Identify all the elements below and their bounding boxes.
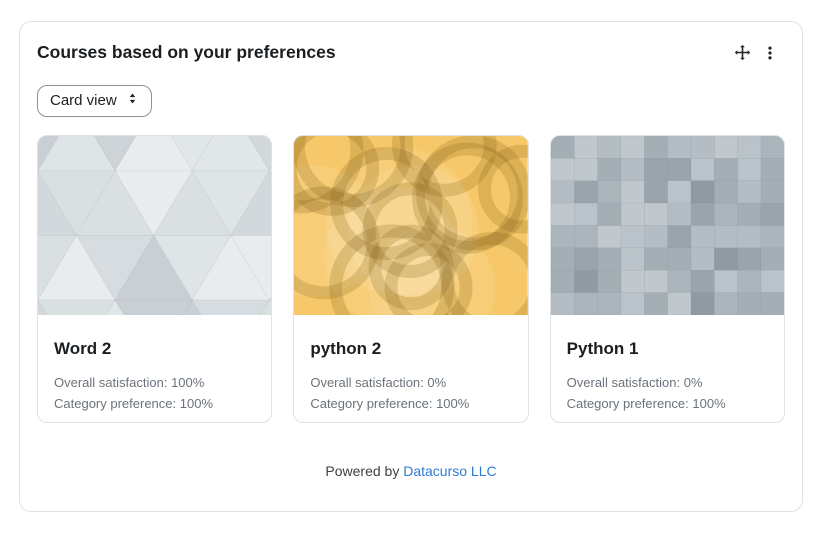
category-preference-value: 100% <box>436 396 470 411</box>
course-image <box>38 136 272 315</box>
category-preference-value: 100% <box>692 396 726 411</box>
course-card-body: Python 1 Overall satisfaction: 0% Catego… <box>551 315 784 422</box>
course-card-body: python 2 Overall satisfaction: 0% Catego… <box>294 315 527 422</box>
overall-satisfaction-stat: Overall satisfaction: 100% <box>54 375 205 390</box>
category-preference-stat: Category preference: 100% <box>310 396 470 411</box>
category-preference-stat: Category preference: 100% <box>566 396 726 411</box>
powered-by-footer: Powered by Datacurso LLC <box>37 463 785 479</box>
course-card[interactable]: Word 2 Overall satisfaction: 100% Catego… <box>37 135 273 423</box>
course-card[interactable]: Python 1 Overall satisfaction: 0% Catego… <box>549 135 785 423</box>
block-header-actions <box>734 44 785 64</box>
overall-satisfaction-value: 100% <box>171 375 205 390</box>
overall-satisfaction-value: 0% <box>683 375 703 390</box>
category-preference-stat: Category preference: 100% <box>54 396 213 411</box>
block-actions-menu-button[interactable] <box>762 45 778 64</box>
overall-satisfaction-stat: Overall satisfaction: 0% <box>310 375 447 390</box>
view-mode-value: Card view <box>50 92 117 109</box>
view-mode-select[interactable]: Card view <box>37 85 152 117</box>
course-image <box>294 136 528 315</box>
move-block-button[interactable] <box>734 44 751 64</box>
courses-preferences-block: Courses based on your preferences Card v… <box>19 21 803 512</box>
overall-satisfaction-stat: Overall satisfaction: 0% <box>566 375 703 390</box>
block-header: Courses based on your preferences <box>37 42 785 64</box>
datacurso-link[interactable]: Datacurso LLC <box>403 463 497 479</box>
category-preference-value: 100% <box>179 396 213 411</box>
powered-by-text: Powered by <box>325 463 400 479</box>
course-card-body: Word 2 Overall satisfaction: 100% Catego… <box>38 315 271 422</box>
course-name[interactable]: python 2 <box>310 339 382 358</box>
course-name[interactable]: Python 1 <box>566 339 639 358</box>
course-cards-row: Word 2 Overall satisfaction: 100% Catego… <box>37 135 785 423</box>
kebab-menu-icon <box>762 45 778 64</box>
move-icon <box>734 44 751 64</box>
sort-arrows-icon <box>126 92 139 109</box>
page-title: Courses based on your preferences <box>37 42 336 62</box>
course-card[interactable]: python 2 Overall satisfaction: 0% Catego… <box>293 135 529 423</box>
course-name[interactable]: Word 2 <box>54 339 112 358</box>
overall-satisfaction-value: 0% <box>427 375 447 390</box>
course-image <box>550 136 784 315</box>
